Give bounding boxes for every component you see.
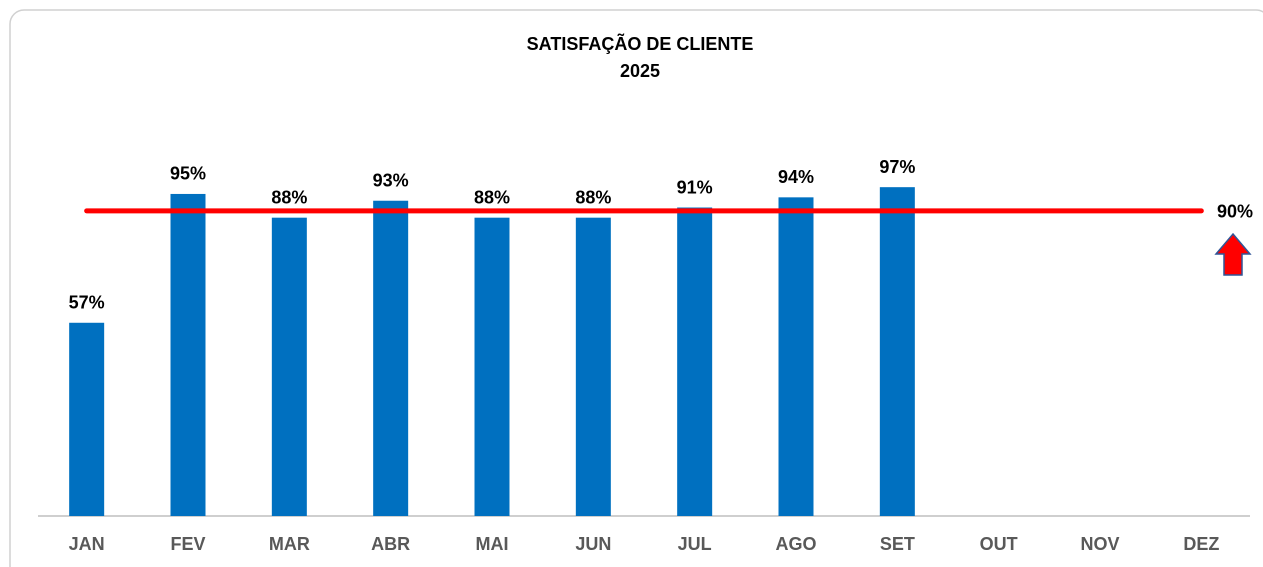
bar [778, 197, 814, 516]
x-tick-label: NOV [1080, 534, 1119, 554]
data-label: 57% [69, 293, 105, 313]
x-tick-label: JUL [678, 534, 712, 554]
bar [575, 217, 611, 516]
data-label: 88% [271, 187, 307, 207]
x-tick-label: AGO [775, 534, 816, 554]
target-label: 90% [1217, 202, 1253, 222]
data-label: 97% [879, 157, 915, 177]
x-tick-label: MAI [476, 534, 509, 554]
x-tick-label: JUN [575, 534, 611, 554]
data-label: 93% [373, 170, 409, 190]
x-tick-label: SET [880, 534, 915, 554]
bar [69, 322, 105, 516]
bar [271, 217, 307, 516]
chart-frame [9, 9, 1263, 567]
bar [373, 200, 409, 517]
x-tick-label: ABR [371, 534, 410, 554]
bar [474, 217, 510, 516]
chart-title: SATISFAÇÃO DE CLIENTE [527, 33, 754, 54]
chart-subtitle: 2025 [620, 61, 660, 81]
data-label: 88% [575, 187, 611, 207]
bar [677, 207, 713, 516]
bar [170, 193, 206, 516]
data-label: 95% [170, 164, 206, 184]
up-arrow [1214, 232, 1252, 276]
x-tick-label: DEZ [1183, 534, 1219, 554]
x-tick-label: FEV [170, 534, 205, 554]
bar [879, 187, 915, 517]
x-tick-label: JAN [69, 534, 105, 554]
data-label: 94% [778, 167, 814, 187]
x-tick-label: MAR [269, 534, 310, 554]
data-label: 91% [677, 177, 713, 197]
x-tick-label: OUT [980, 534, 1018, 554]
data-label: 88% [474, 187, 510, 207]
